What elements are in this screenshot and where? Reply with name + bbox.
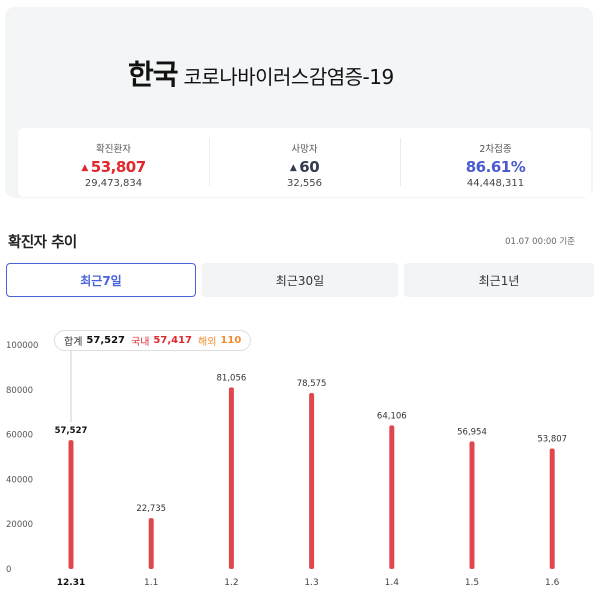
- stats-panel: 확진환자 ▲ 53,807 29,473,834 사망자 ▲ 60 32,556 2…: [18, 128, 591, 197]
- stat-vaccination: 2차접종 86.61% 44,448,311: [400, 128, 591, 197]
- data-label: 57,527: [55, 426, 88, 436]
- stat-value: ▲ 53,807: [18, 158, 209, 176]
- x-axis: 12.31 1.1 1.2 1.3 1.4 1.5 1.6: [57, 578, 560, 588]
- x-tick-label: 1.2: [224, 578, 238, 588]
- y-tick-label: 80000: [6, 386, 33, 396]
- x-tick-label: 1.5: [465, 578, 479, 588]
- summary-card: 한국 코로나바이러스감염증-19 확진환자 ▲ 53,807 29,473,834 …: [5, 7, 593, 198]
- x-tick-label: 12.31: [57, 578, 85, 588]
- tooltip-domestic-value: 57,417: [153, 335, 192, 346]
- tab-recent-7-days[interactable]: 최근7일: [6, 263, 196, 297]
- country-name: 한국: [128, 58, 179, 91]
- y-tick-label: 40000: [6, 475, 33, 485]
- y-tick-label: 60000: [6, 431, 33, 441]
- x-tick-label: 1.4: [385, 578, 400, 588]
- x-tick-label: 1.1: [144, 578, 158, 588]
- bar: [549, 448, 555, 569]
- divider: [209, 138, 210, 186]
- data-label: 56,954: [457, 427, 487, 437]
- data-label: 64,106: [377, 411, 407, 421]
- stat-confirmed: 확진환자 ▲ 53,807 29,473,834: [18, 128, 209, 197]
- tab-recent-1-year[interactable]: 최근1년: [404, 263, 594, 297]
- bar: [469, 441, 475, 569]
- tooltip-domestic-label: 국내: [131, 337, 150, 348]
- y-tick-label: 20000: [6, 520, 33, 530]
- stat-deaths: 사망자 ▲ 60 32,556: [209, 128, 400, 197]
- tooltip-overseas-value: 110: [220, 335, 242, 346]
- y-tick-label: 0: [6, 565, 11, 575]
- bar: [389, 425, 395, 569]
- data-label: 53,807: [537, 434, 567, 444]
- data-label: 22,735: [136, 504, 166, 514]
- stat-label: 사망자: [291, 144, 318, 155]
- timestamp: 01.07 00:00 기준: [505, 237, 575, 247]
- divider: [400, 138, 401, 186]
- bar: [68, 440, 74, 569]
- bar: [228, 387, 234, 569]
- x-tick-label: 1.3: [304, 578, 318, 588]
- bars: [68, 387, 555, 569]
- stat-label: 확진환자: [96, 144, 131, 155]
- data-label: 81,056: [217, 373, 247, 383]
- stat-value-text: 60: [299, 158, 320, 176]
- disease-name: 코로나바이러스감염증-19: [183, 65, 395, 89]
- y-tick-label: 100000: [6, 341, 38, 351]
- data-label: 78,575: [297, 379, 327, 389]
- tab-recent-30-days[interactable]: 최근30일: [202, 263, 398, 297]
- stat-label: 2차접종: [479, 144, 512, 155]
- x-tick-label: 1.6: [545, 578, 560, 588]
- stat-value: 86.61%: [465, 158, 526, 176]
- page-title: 한국 코로나바이러스감염증-19: [128, 53, 394, 93]
- chart-tooltip: 합계 57,527 국내 57,417 해외 110: [54, 330, 252, 351]
- stat-total: 32,556: [287, 178, 322, 189]
- confirmed-cases-chart: 0 20000 40000 60000 80000 100000 57,527 22,735…: [6, 341, 567, 588]
- data-labels: 57,527 22,735 81,056 78,575 64,106 56,954 53,8…: [55, 373, 567, 514]
- stat-total: 29,473,834: [84, 178, 143, 189]
- bar: [148, 518, 154, 569]
- increase-arrow-icon: ▲: [81, 163, 88, 173]
- y-axis: 0 20000 40000 60000 80000 100000: [6, 341, 38, 575]
- tooltip-total-label: 합계: [64, 337, 83, 348]
- stat-total: 44,448,311: [466, 178, 525, 189]
- stat-value: ▲ 60: [209, 158, 400, 176]
- bar: [309, 392, 315, 569]
- tooltip-total-value: 57,527: [86, 335, 125, 346]
- stat-value-text: 53,807: [90, 158, 146, 176]
- tooltip-overseas-label: 해외: [198, 337, 217, 348]
- section-title: 확진자 추이: [8, 235, 77, 251]
- increase-arrow-icon: ▲: [289, 163, 297, 173]
